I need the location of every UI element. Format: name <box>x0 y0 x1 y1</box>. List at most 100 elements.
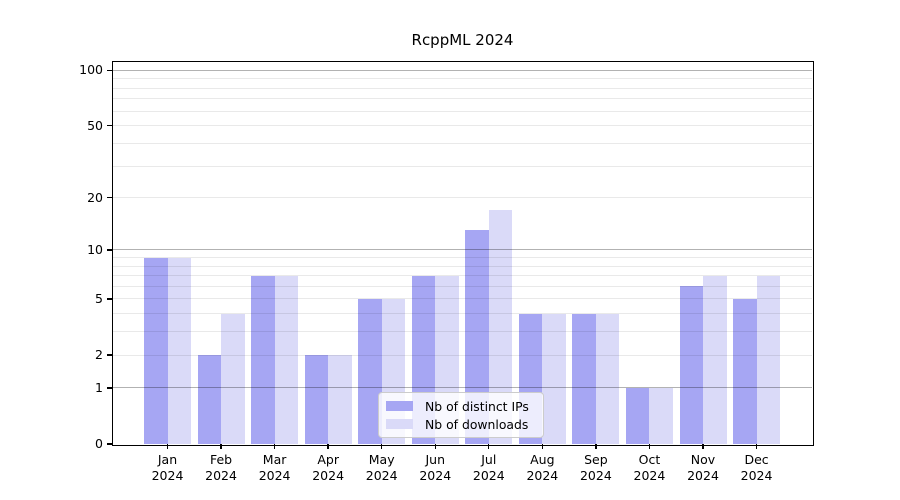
gridline-minor <box>113 78 812 80</box>
legend-item: Nb of distinct IPs <box>386 399 543 414</box>
y-axis-tick-label: 100 <box>79 62 103 78</box>
gridline-minor <box>113 331 812 333</box>
bar-downloads <box>274 275 299 444</box>
gridline-major <box>113 387 812 389</box>
legend-label: Nb of distinct IPs <box>425 398 529 414</box>
x-axis-tick <box>541 444 544 449</box>
bar-downloads <box>328 355 352 444</box>
gridline-minor <box>113 298 812 300</box>
x-axis-tick-label-line: 2024 <box>526 468 559 483</box>
gridline-minor <box>113 275 812 277</box>
bar-downloads <box>756 275 781 444</box>
x-axis-tick-label-line: Mar <box>262 452 287 467</box>
x-axis-tick-label-line: 2024 <box>151 468 184 483</box>
x-axis-tick-label: Feb 2024 <box>186 452 256 484</box>
legend-swatch-icon <box>386 419 413 429</box>
bar-distinct-ips <box>625 387 650 444</box>
y-axis-tick <box>107 249 113 251</box>
x-axis-tick-label-line: Oct <box>638 452 661 467</box>
x-axis-tick <box>273 444 276 449</box>
x-axis-tick-label: Dec 2024 <box>722 452 792 484</box>
x-axis-tick-label: Jun 2024 <box>400 452 470 484</box>
y-axis-tick <box>107 443 113 445</box>
x-axis-tick-label: Nov 2024 <box>668 452 738 484</box>
x-axis-tick <box>327 444 329 449</box>
bar-downloads <box>542 313 566 444</box>
x-axis-tick-label-line: 2024 <box>312 468 345 483</box>
x-axis-tick-label-line: 2024 <box>419 468 452 483</box>
bar-distinct-ips <box>679 286 703 444</box>
plot-area: RcppML 2024 Nb of distinct IPs Nb of down… <box>79 31 814 483</box>
bar-distinct-ips <box>144 257 168 444</box>
gridline-minor <box>113 98 812 100</box>
x-axis-tick <box>488 444 490 449</box>
x-axis-tick-label-line: May <box>368 452 395 467</box>
y-axis-tick-label: 5 <box>95 290 103 306</box>
y-axis-tick-label: 1 <box>95 379 103 395</box>
gridline-minor <box>113 265 812 267</box>
legend-swatch-icon <box>386 401 413 411</box>
bar-distinct-ips <box>572 313 596 444</box>
y-axis-tick <box>107 298 113 300</box>
x-axis-tick-label-line: Apr <box>317 452 339 467</box>
y-axis-tick <box>107 125 113 127</box>
x-axis-tick-label-line: 2024 <box>205 468 237 483</box>
bar-downloads <box>488 210 513 444</box>
gridline-minor <box>113 125 812 127</box>
y-axis-tick <box>107 387 113 389</box>
gridline-minor <box>113 197 812 199</box>
gridline-minor <box>113 285 812 287</box>
x-axis-tick <box>220 444 222 449</box>
y-axis-tick <box>107 354 113 356</box>
bar-distinct-ips <box>304 355 329 444</box>
x-axis-tick-label-line: 2024 <box>579 468 612 483</box>
x-axis-tick-label: Jul 2024 <box>454 452 524 484</box>
gridline-major <box>113 69 812 71</box>
legend-item: Nb of downloads <box>386 417 543 432</box>
gridline-minor <box>113 313 812 315</box>
x-axis-tick-label-line: 2024 <box>258 468 291 483</box>
gridline-minor <box>113 354 812 356</box>
bar-downloads <box>221 313 245 444</box>
y-axis-tick-label: 50 <box>87 117 103 133</box>
x-axis-tick-label-line: Dec <box>744 452 769 467</box>
y-axis-tick-label: 10 <box>87 241 103 257</box>
bar-distinct-ips <box>251 275 275 444</box>
x-axis-tick <box>755 444 758 449</box>
x-axis-tick-label: Sep 2024 <box>561 452 631 484</box>
x-axis-tick-label: Apr 2024 <box>293 452 363 484</box>
bar-distinct-ips <box>197 355 222 444</box>
bar-downloads <box>649 387 673 444</box>
x-axis-tick-label: Jan 2024 <box>133 452 203 484</box>
x-axis-tick-label-line: 2024 <box>740 468 773 483</box>
y-axis-tick <box>107 196 113 199</box>
chart-title: RcppML 2024 <box>411 31 514 49</box>
gridline-minor <box>113 87 812 89</box>
gridline-major <box>113 249 812 251</box>
x-axis-tick <box>595 444 597 449</box>
legend-label: Nb of downloads <box>425 416 529 432</box>
x-axis-tick-label-line: Jun <box>425 452 446 467</box>
x-axis-tick-label-line: Sep <box>584 452 608 467</box>
x-axis-tick-label-line: 2024 <box>472 468 505 483</box>
gridline-minor <box>113 142 812 144</box>
bar-downloads <box>595 313 620 444</box>
x-axis-tick-label: May 2024 <box>347 452 417 484</box>
gridline-minor <box>113 257 812 259</box>
x-axis-tick-label: Mar 2024 <box>240 452 310 484</box>
y-axis-tick-label: 2 <box>95 347 103 363</box>
x-axis-tick-label-line: Nov <box>690 452 716 467</box>
bar-distinct-ips <box>465 230 489 444</box>
x-axis-tick <box>434 444 436 449</box>
bar-distinct-ips <box>358 298 382 444</box>
y-axis-tick-label: 0 <box>95 436 103 451</box>
x-axis-tick-label-line: Feb <box>209 452 233 467</box>
x-axis-tick-label-line: 2024 <box>365 468 398 483</box>
x-axis-tick-label-line: 2024 <box>687 468 719 483</box>
gridline-minor <box>113 110 812 112</box>
bar-distinct-ips <box>733 298 757 444</box>
x-axis-tick-label: Oct 2024 <box>614 452 684 484</box>
x-axis-tick-label-line: Jul <box>481 452 497 467</box>
bar-downloads <box>167 257 191 444</box>
